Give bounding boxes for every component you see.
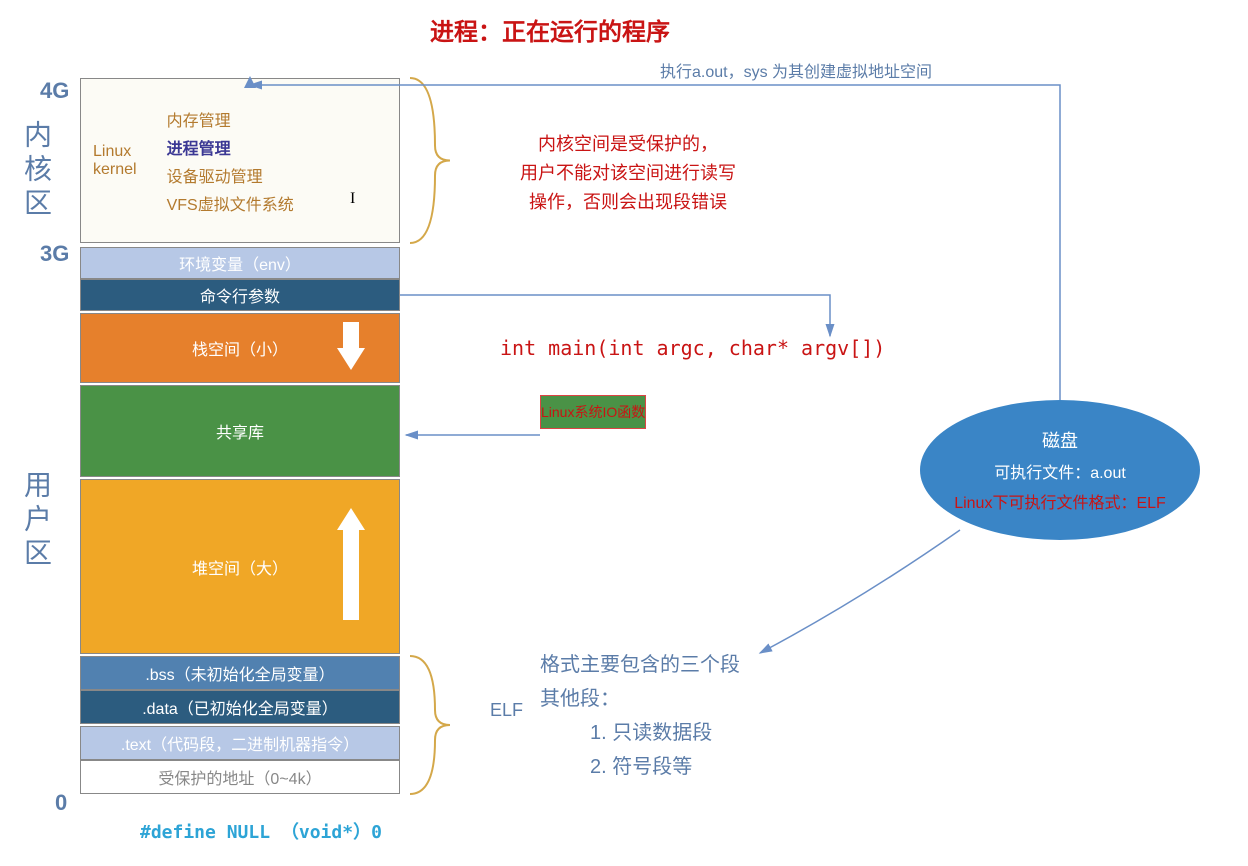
disk-line2: 可执行文件：a.out: [994, 459, 1126, 483]
elf-note-line: 1. 只读数据段: [540, 716, 740, 750]
kernel-item: 设备驱动管理: [167, 163, 294, 187]
argv-block: 命令行参数: [80, 279, 400, 311]
addr-3g: 3G: [40, 241, 69, 267]
elf-note: 格式主要包含的三个段其他段：1. 只读数据段2. 符号段等: [540, 648, 740, 784]
heap-block-label: 堆空间（大）: [192, 555, 288, 579]
elf-note-line: 其他段：: [540, 682, 740, 716]
text-block: .text（代码段，二进制机器指令）: [80, 726, 400, 760]
data-block-label: .data（已初始化全局变量）: [142, 695, 338, 719]
footer-define: #define NULL （void*）0: [140, 818, 382, 844]
arrow-up-icon: [333, 504, 369, 629]
shlib-block: 共享库: [80, 385, 400, 477]
addr-0: 0: [55, 790, 67, 816]
bss-block-label: .bss（未初始化全局变量）: [145, 661, 334, 685]
kernel-note-line: 操作，否则会出现段错误: [520, 188, 736, 217]
elf-note-line: 2. 符号段等: [540, 750, 740, 784]
stack-block: 栈空间（小）: [80, 313, 400, 383]
kernel-item: 内存管理: [167, 107, 294, 131]
shlib-block-label: 共享库: [216, 419, 264, 443]
disk-title: 磁盘: [1042, 427, 1078, 453]
text-cursor-icon: I: [350, 190, 355, 208]
elf-note-line: 格式主要包含的三个段: [540, 648, 740, 682]
protected-block-label: 受保护的地址（0~4k）: [158, 765, 321, 789]
kernel-note-line: 内核空间是受保护的，: [520, 130, 736, 159]
data-block: .data（已初始化全局变量）: [80, 690, 400, 724]
argv-block-label: 命令行参数: [200, 283, 280, 307]
arrow-down-icon: [333, 318, 369, 379]
disk-line3: Linux下可执行文件格式：ELF: [954, 489, 1166, 513]
stack-block-label: 栈空间（小）: [192, 336, 288, 360]
kernel-block: Linux kernel 内存管理进程管理设备驱动管理 VFS虚拟文件系统: [80, 78, 400, 243]
kernel-item: 进程管理: [167, 135, 294, 159]
text-block-label: .text（代码段，二进制机器指令）: [121, 731, 359, 755]
env-block-label: 环境变量（env）: [179, 251, 301, 275]
page-title: 进程：正在运行的程序: [430, 12, 670, 47]
kernel-region-label: 内核区: [16, 120, 56, 222]
exec-note: 执行a.out，sys 为其创建虚拟地址空间: [660, 58, 932, 82]
kernel-note-line: 用户不能对该空间进行读写: [520, 159, 736, 188]
bss-block: .bss（未初始化全局变量）: [80, 656, 400, 690]
main-signature: int main(int argc, char* argv[]): [500, 336, 885, 360]
kernel-items: 内存管理进程管理设备驱动管理 VFS虚拟文件系统: [167, 107, 294, 215]
disk-ellipse: 磁盘 可执行文件：a.out Linux下可执行文件格式：ELF: [920, 400, 1200, 540]
kernel-left-label: Linux kernel: [93, 143, 137, 179]
kernel-note: 内核空间是受保护的，用户不能对该空间进行读写操作，否则会出现段错误: [520, 130, 736, 216]
protected-block: 受保护的地址（0~4k）: [80, 760, 400, 794]
env-block: 环境变量（env）: [80, 247, 400, 279]
user-region-label: 用户区: [16, 470, 56, 572]
kernel-item: VFS虚拟文件系统: [167, 191, 294, 215]
heap-block: 堆空间（大）: [80, 479, 400, 654]
addr-4g: 4G: [40, 78, 69, 104]
shared-lib-item: Linux系统IO函数: [540, 395, 646, 429]
elf-label: ELF: [490, 700, 523, 721]
